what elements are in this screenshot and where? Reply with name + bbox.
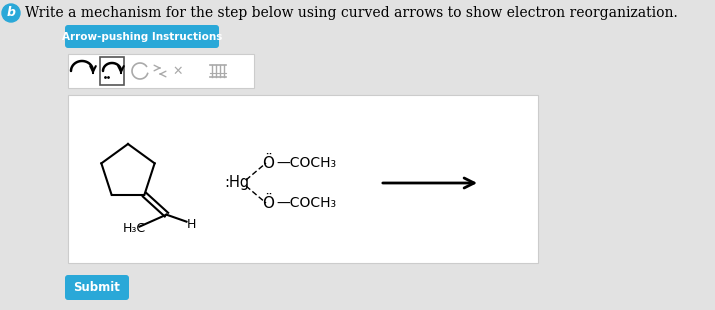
FancyBboxPatch shape — [65, 275, 129, 300]
FancyBboxPatch shape — [68, 54, 254, 88]
Text: Arrow-pushing Instructions: Arrow-pushing Instructions — [61, 32, 222, 42]
Text: —COCH₃: —COCH₃ — [276, 156, 336, 170]
FancyBboxPatch shape — [68, 95, 538, 263]
Text: ✕: ✕ — [173, 64, 183, 78]
Text: Submit: Submit — [74, 281, 120, 294]
Text: H: H — [187, 218, 196, 231]
Text: Ö: Ö — [262, 196, 274, 210]
Text: —COCH₃: —COCH₃ — [276, 196, 336, 210]
FancyBboxPatch shape — [65, 25, 219, 48]
FancyBboxPatch shape — [100, 57, 124, 85]
Text: Write a mechanism for the step below using curved arrows to show electron reorga: Write a mechanism for the step below usi… — [25, 6, 678, 20]
Circle shape — [2, 4, 20, 22]
Text: H₃C: H₃C — [123, 222, 146, 235]
Text: Ö: Ö — [262, 156, 274, 171]
Text: b: b — [6, 7, 16, 20]
Text: :Hg: :Hg — [224, 175, 249, 191]
